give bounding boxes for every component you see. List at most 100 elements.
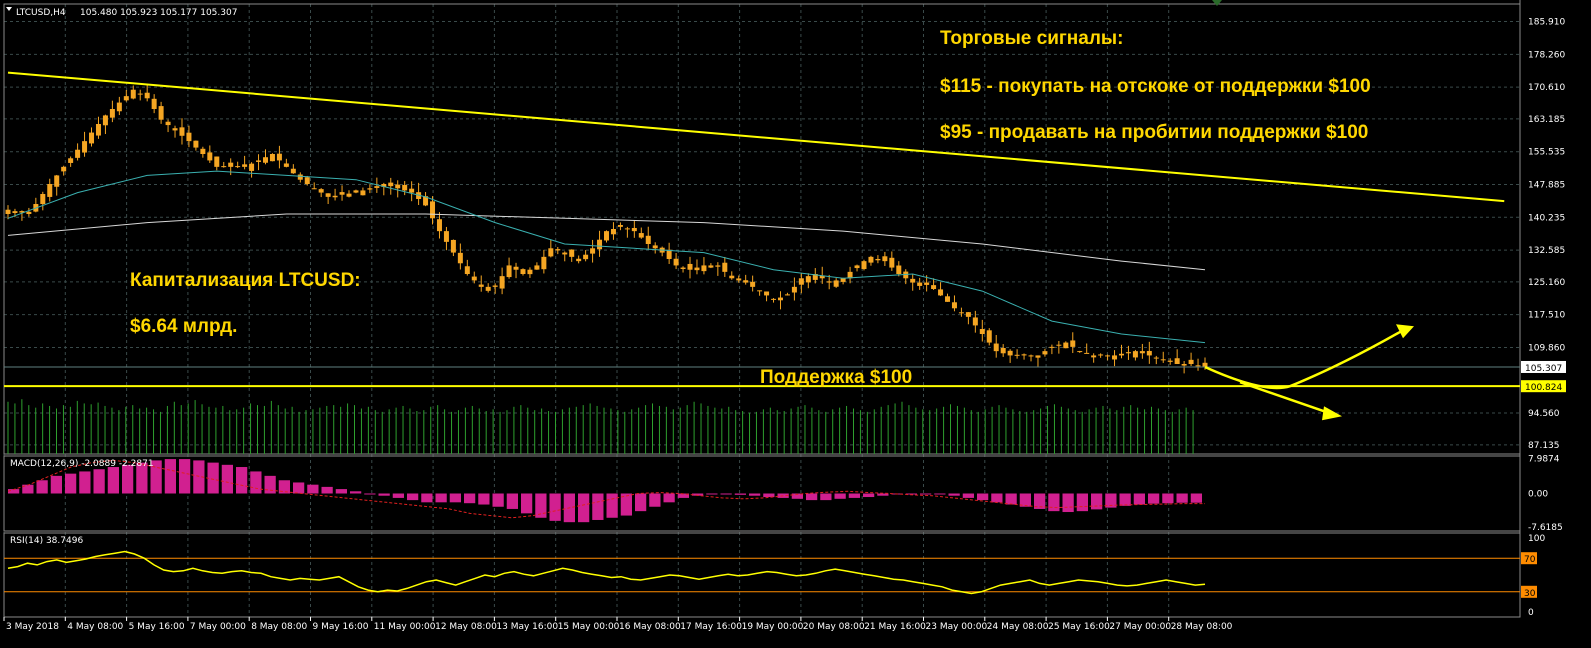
- candle-body: [179, 127, 185, 136]
- macd-bar: [848, 493, 860, 498]
- candle-body: [882, 256, 888, 262]
- candle-body: [938, 289, 944, 296]
- candle-body: [109, 109, 115, 118]
- macd-bar: [335, 489, 347, 494]
- macd-bar: [905, 493, 917, 495]
- rsi-panel[interactable]: [4, 550, 1520, 595]
- macd-bar: [877, 493, 889, 496]
- candle-body: [269, 154, 275, 162]
- x-tick-label: 17 May 16:00: [680, 622, 742, 632]
- x-tick-label: 7 May 00:00: [190, 622, 246, 632]
- candle-body: [666, 249, 672, 259]
- candle-body: [708, 265, 714, 268]
- candle-body: [193, 140, 199, 148]
- macd-bar: [1133, 493, 1145, 505]
- candle-body: [736, 278, 742, 281]
- x-tick-label: 25 May 16:00: [1048, 622, 1110, 632]
- chart-symbol: LTCUSD,H4: [16, 8, 66, 18]
- macd-bar: [164, 459, 176, 494]
- candle-body: [75, 149, 81, 158]
- macd-bar: [962, 493, 974, 498]
- candle-body: [604, 231, 609, 241]
- y-tick-label: 170.610: [1528, 83, 1565, 93]
- price-panel[interactable]: [4, 71, 1520, 454]
- candle-body: [1160, 359, 1166, 361]
- candle-body: [819, 275, 825, 279]
- candle-body: [262, 157, 268, 163]
- candle-body: [311, 188, 317, 190]
- candle-body: [777, 297, 783, 301]
- macd-bar: [492, 493, 504, 507]
- candle-body: [256, 160, 262, 162]
- macd-panel[interactable]: [7, 459, 1205, 523]
- x-tick-label: 24 May 08:00: [987, 622, 1049, 632]
- candle-body: [562, 252, 568, 255]
- macd-bar: [307, 484, 319, 494]
- macd-bar: [578, 493, 590, 523]
- candle-body: [457, 252, 463, 264]
- chart-ohlc: 105.480 105.923 105.177 105.307: [80, 8, 237, 18]
- macd-bar: [948, 493, 960, 496]
- candle-body: [1132, 351, 1138, 358]
- price-axis: 185.910 178.260 170.610 163.185 155.535 147.8…: [1521, 18, 1566, 618]
- candle-body: [332, 195, 338, 198]
- x-tick-label: 28 May 08:00: [1171, 622, 1233, 632]
- macd-bar: [321, 486, 333, 494]
- candle-body: [450, 239, 456, 253]
- support-price-tag: [1521, 380, 1566, 393]
- macd-bar: [791, 493, 803, 499]
- candle-body: [1014, 354, 1020, 356]
- bounce-arrowhead: [1396, 324, 1414, 339]
- y-tick-label: 94.560: [1528, 409, 1560, 419]
- y-tick-label: 117.510: [1528, 311, 1565, 321]
- rsi-level-tag: [1521, 585, 1537, 598]
- candle-body: [1139, 351, 1145, 354]
- candle-body: [513, 266, 519, 270]
- rsi-title: RSI(14) 38.7496: [10, 536, 83, 546]
- macd-bar: [1062, 493, 1074, 513]
- rsi-y-tick-label: 0: [1528, 608, 1534, 618]
- candle-body: [917, 282, 923, 286]
- candle-body: [304, 177, 310, 184]
- y-tick-label: 155.535: [1528, 148, 1565, 158]
- panel-frame: [3, 532, 1521, 618]
- candle-body: [645, 235, 651, 244]
- candle-body: [1028, 355, 1034, 357]
- candle-body: [847, 271, 853, 279]
- candle-body: [910, 278, 916, 283]
- candle-body: [583, 254, 589, 260]
- candle-body: [54, 175, 60, 187]
- macd-bar: [250, 471, 262, 494]
- y-tick-label: 163.185: [1528, 115, 1565, 125]
- trendline: [7, 71, 1505, 203]
- candle-body: [12, 211, 18, 214]
- macd-bar: [93, 469, 105, 494]
- candle-body: [1202, 362, 1208, 367]
- candle-body: [430, 201, 436, 219]
- macd-bar: [549, 493, 561, 521]
- capitalization-title: Капитализация LTCUSD:: [130, 270, 361, 291]
- macd-bar: [820, 493, 832, 501]
- candle-body: [833, 280, 839, 287]
- y-tick-label: 147.885: [1528, 180, 1565, 190]
- candle-body: [993, 343, 999, 352]
- candle-body: [249, 163, 255, 171]
- candle-body: [541, 256, 547, 270]
- x-tick-label: 9 May 16:00: [313, 622, 369, 632]
- x-tick-label: 8 May 08:00: [251, 622, 307, 632]
- candle-body: [945, 296, 951, 302]
- candle-body: [1125, 352, 1131, 354]
- macd-bar: [663, 493, 675, 503]
- candle-body: [896, 265, 902, 274]
- macd-bar: [535, 493, 547, 518]
- candle-body: [743, 280, 749, 283]
- shift-marker-icon: [1212, 0, 1222, 6]
- candle-body: [82, 141, 88, 153]
- candle-body: [986, 330, 992, 343]
- candle-body: [283, 163, 289, 167]
- candle-body: [1056, 344, 1062, 346]
- ma-fast-line: [7, 170, 1206, 344]
- macd-bar: [350, 491, 362, 494]
- x-tick-label: 13 May 16:00: [496, 622, 558, 632]
